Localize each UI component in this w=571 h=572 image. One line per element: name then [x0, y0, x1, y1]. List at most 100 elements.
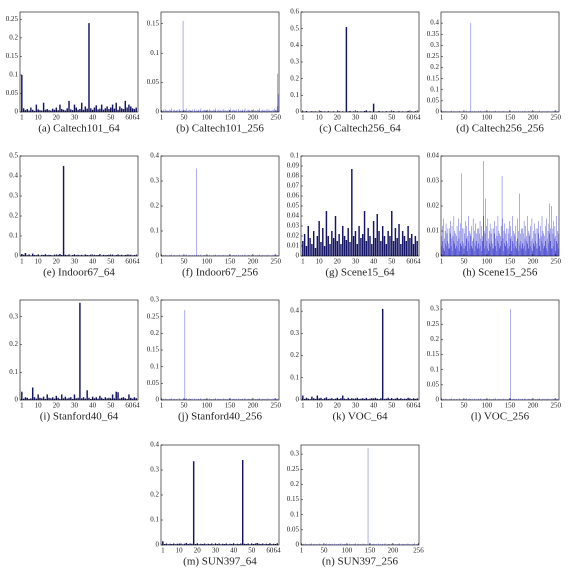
- bar: [401, 399, 404, 400]
- bar: [227, 544, 229, 545]
- bar: [35, 398, 38, 400]
- bar: [66, 255, 68, 256]
- x-tick-label: 50: [180, 114, 188, 122]
- bar: [241, 460, 244, 545]
- bar: [263, 544, 266, 545]
- bar: [104, 397, 107, 400]
- x-tick-label: 100: [482, 114, 493, 122]
- bar: [106, 106, 108, 112]
- bar: [260, 544, 262, 545]
- chart-caption: (d) Caltech256_256: [456, 123, 544, 135]
- bar: [236, 543, 238, 545]
- y-tick-label: 0.01: [427, 227, 440, 235]
- bar: [88, 255, 90, 256]
- bar: [95, 255, 97, 256]
- bar: [42, 396, 45, 400]
- y-tick-label: 0.03: [427, 177, 440, 185]
- bar: [93, 398, 96, 400]
- bar: [311, 111, 313, 112]
- x-tick-label: 100: [202, 258, 213, 266]
- bar: [110, 107, 112, 112]
- bar: [405, 241, 408, 256]
- bar: [68, 254, 70, 256]
- bar: [104, 108, 107, 112]
- bar: [363, 111, 366, 112]
- bar: [329, 244, 331, 256]
- bar: [203, 543, 206, 545]
- x-tick-label: 30: [71, 402, 79, 410]
- bar: [30, 255, 32, 256]
- x-tick-label: 1: [20, 114, 24, 122]
- bar: [340, 398, 342, 400]
- x-tick-label: 30: [71, 258, 79, 266]
- bar: [407, 111, 409, 112]
- bar: [247, 543, 249, 545]
- y-tick-label: 0.3: [290, 58, 299, 66]
- bar: [380, 398, 382, 400]
- bar: [191, 543, 193, 545]
- bar: [22, 398, 25, 400]
- chart-caption: (b) Caltech101_256: [176, 123, 264, 135]
- bar: [338, 111, 340, 112]
- y-tick-label: 0.1: [150, 516, 159, 524]
- bar: [61, 394, 63, 400]
- x-tick-label: 200: [388, 547, 399, 555]
- bar: [322, 399, 324, 400]
- bar: [347, 228, 349, 256]
- x-tick-label: 30: [352, 258, 360, 266]
- bar: [316, 236, 319, 256]
- bar: [256, 543, 258, 545]
- x-tick-label: 256: [413, 547, 424, 555]
- bar: [99, 108, 101, 112]
- bar: [385, 244, 388, 256]
- x-tick-label: 30: [71, 114, 79, 122]
- bar: [327, 236, 329, 256]
- bar: [267, 544, 269, 545]
- bar: [412, 398, 415, 400]
- bar: [106, 398, 108, 400]
- bar: [392, 111, 395, 112]
- bar: [66, 398, 68, 400]
- bar: [332, 238, 335, 256]
- bar: [200, 543, 202, 545]
- bar: [254, 543, 257, 545]
- y-tick-label: 0.4: [150, 441, 159, 449]
- x-tick-label: 1: [301, 402, 305, 410]
- bar: [272, 543, 275, 545]
- x-tick-label: 150: [505, 258, 516, 266]
- x-tick-label: 1: [440, 402, 444, 410]
- bar: [70, 255, 72, 256]
- y-tick-label: 0.2: [9, 340, 18, 348]
- bar: [135, 107, 137, 112]
- bar: [358, 398, 360, 400]
- bar: [115, 255, 117, 256]
- bar: [100, 104, 103, 112]
- bar: [51, 108, 54, 112]
- x-tick-label: 100: [342, 547, 353, 555]
- bar: [189, 543, 191, 545]
- bar: [380, 241, 382, 256]
- plot-frame: [440, 299, 560, 401]
- bar: [122, 397, 125, 400]
- bar: [338, 234, 340, 256]
- y-tick-label: 0.4: [290, 307, 299, 315]
- plot-frame: [160, 11, 280, 113]
- bar: [385, 111, 388, 112]
- bar: [174, 544, 177, 545]
- bar: [398, 224, 400, 256]
- bar: [77, 109, 79, 112]
- bar: [26, 255, 28, 256]
- bar: [70, 397, 72, 400]
- y-tick-label: 0.25: [427, 52, 440, 60]
- bar: [113, 255, 116, 256]
- bar: [311, 244, 313, 256]
- y-tick-label: 0.3: [150, 177, 159, 185]
- bar: [221, 543, 224, 545]
- bar: [57, 254, 59, 256]
- bar: [367, 399, 369, 400]
- bar: [363, 211, 366, 256]
- bar: [26, 109, 28, 112]
- y-tick-label: 0: [156, 108, 160, 116]
- bar: [28, 254, 30, 256]
- y-tick-label: 0.6: [290, 8, 299, 16]
